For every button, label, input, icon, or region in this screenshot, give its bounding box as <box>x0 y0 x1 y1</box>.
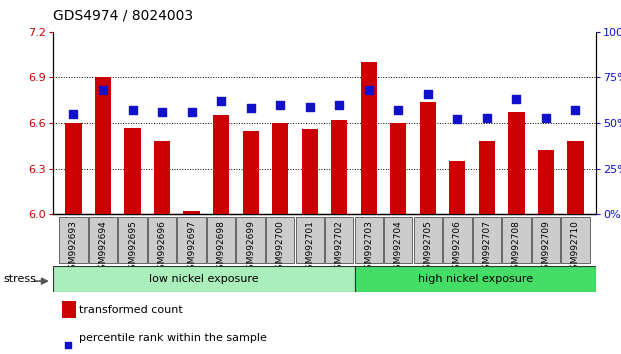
Point <box>246 105 256 111</box>
Text: GSM992706: GSM992706 <box>453 220 462 275</box>
Text: stress: stress <box>3 274 36 284</box>
Text: GSM992697: GSM992697 <box>187 220 196 275</box>
Bar <box>390 123 406 214</box>
FancyBboxPatch shape <box>384 217 412 263</box>
Text: GDS4974 / 8024003: GDS4974 / 8024003 <box>53 9 193 23</box>
Text: low nickel exposure: low nickel exposure <box>149 274 258 284</box>
Bar <box>53 266 355 292</box>
Text: GSM992701: GSM992701 <box>305 220 314 275</box>
FancyBboxPatch shape <box>207 217 235 263</box>
FancyBboxPatch shape <box>119 217 147 263</box>
Bar <box>154 141 170 214</box>
Text: GSM992695: GSM992695 <box>128 220 137 275</box>
Point <box>334 102 344 108</box>
Point <box>275 102 285 108</box>
FancyBboxPatch shape <box>89 217 117 263</box>
FancyBboxPatch shape <box>414 217 442 263</box>
Bar <box>509 112 525 214</box>
Bar <box>65 123 81 214</box>
Text: percentile rank within the sample: percentile rank within the sample <box>79 333 268 343</box>
Point <box>127 107 137 113</box>
Text: GSM992694: GSM992694 <box>99 220 107 274</box>
FancyBboxPatch shape <box>532 217 560 263</box>
Point <box>216 98 226 104</box>
Point <box>63 342 73 348</box>
Bar <box>449 161 466 214</box>
Text: GSM992704: GSM992704 <box>394 220 403 274</box>
FancyBboxPatch shape <box>296 217 324 263</box>
FancyBboxPatch shape <box>148 217 176 263</box>
Bar <box>355 266 596 292</box>
Bar <box>213 115 229 214</box>
FancyBboxPatch shape <box>502 217 530 263</box>
Point <box>452 116 462 122</box>
FancyBboxPatch shape <box>178 217 206 263</box>
Text: GSM992702: GSM992702 <box>335 220 344 274</box>
Text: high nickel exposure: high nickel exposure <box>418 274 533 284</box>
Point <box>305 104 315 109</box>
Point <box>68 111 78 117</box>
FancyBboxPatch shape <box>59 217 88 263</box>
Point <box>364 87 374 93</box>
Point <box>187 109 197 115</box>
Text: GSM992698: GSM992698 <box>217 220 225 275</box>
Bar <box>479 141 495 214</box>
Bar <box>95 78 111 214</box>
Bar <box>361 62 377 214</box>
Point <box>482 115 492 120</box>
Text: GSM992703: GSM992703 <box>365 220 373 275</box>
Point <box>393 107 403 113</box>
FancyBboxPatch shape <box>561 217 590 263</box>
Point <box>541 115 551 120</box>
Text: transformed count: transformed count <box>79 305 183 315</box>
FancyBboxPatch shape <box>266 217 294 263</box>
Text: GSM992709: GSM992709 <box>542 220 550 275</box>
Point <box>512 97 522 102</box>
Bar <box>183 211 200 214</box>
Point <box>423 91 433 97</box>
Text: GSM992693: GSM992693 <box>69 220 78 275</box>
Point <box>571 107 581 113</box>
FancyBboxPatch shape <box>325 217 353 263</box>
FancyBboxPatch shape <box>473 217 501 263</box>
Point <box>157 109 167 115</box>
Bar <box>124 127 140 214</box>
Bar <box>420 102 436 214</box>
Bar <box>331 120 347 214</box>
Bar <box>302 129 318 214</box>
Text: GSM992705: GSM992705 <box>424 220 432 275</box>
FancyBboxPatch shape <box>237 217 265 263</box>
FancyBboxPatch shape <box>355 217 383 263</box>
Bar <box>538 150 554 214</box>
Text: GSM992710: GSM992710 <box>571 220 580 275</box>
Text: GSM992700: GSM992700 <box>276 220 284 275</box>
Bar <box>243 131 259 214</box>
Bar <box>568 141 584 214</box>
Text: GSM992707: GSM992707 <box>483 220 491 275</box>
Text: GSM992708: GSM992708 <box>512 220 521 275</box>
Text: GSM992699: GSM992699 <box>246 220 255 275</box>
FancyBboxPatch shape <box>443 217 471 263</box>
Point <box>98 87 108 93</box>
Bar <box>272 123 288 214</box>
Text: GSM992696: GSM992696 <box>158 220 166 275</box>
